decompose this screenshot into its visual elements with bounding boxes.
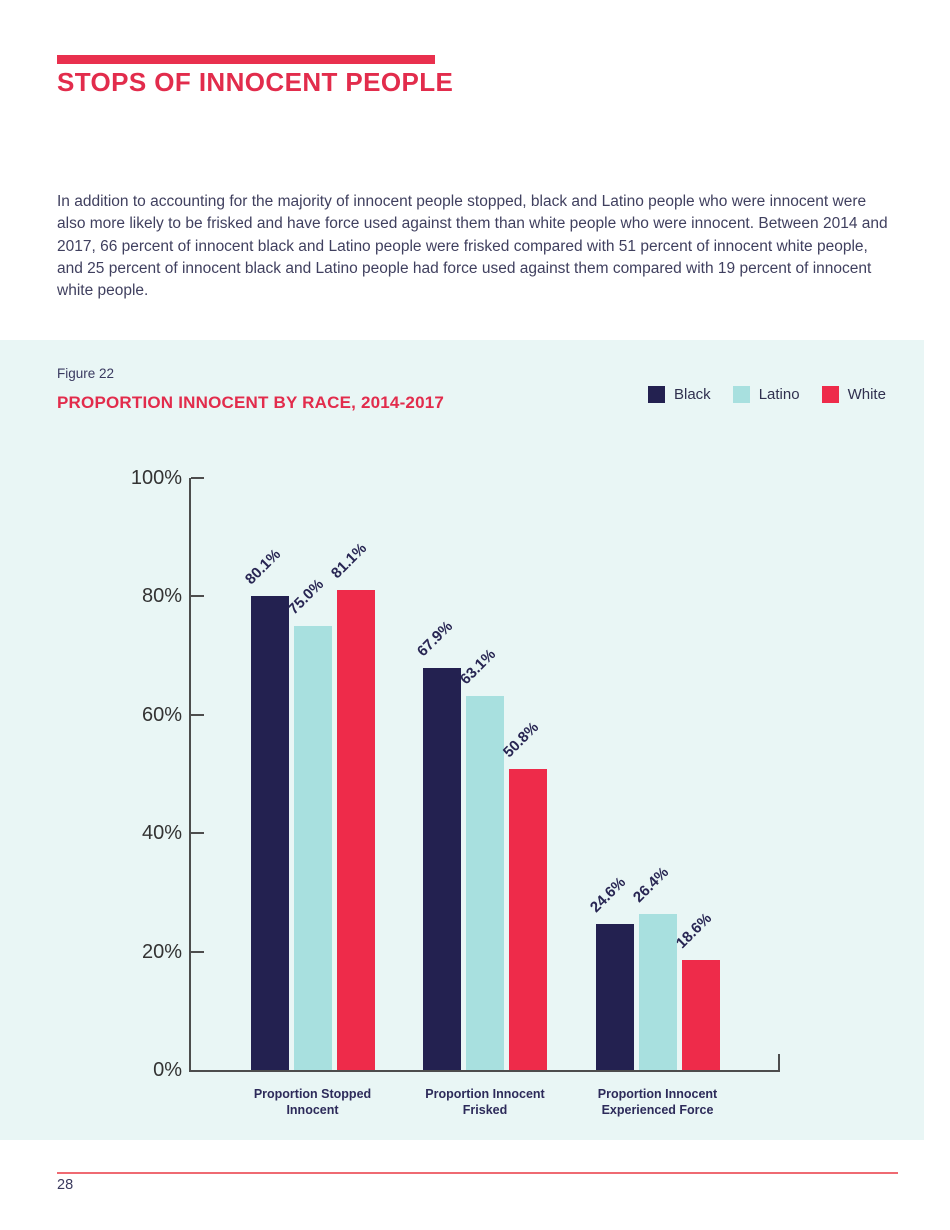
page-number: 28 xyxy=(57,1177,74,1193)
bar-black: 24.6% xyxy=(586,874,634,1070)
bar-latino: 63.1% xyxy=(457,646,504,1070)
chart-title: PROPORTION INNOCENT BY RACE, 2014-2017 xyxy=(57,393,445,412)
bar-latino: 26.4% xyxy=(629,864,677,1070)
category-label: Proportion Stopped Innocent xyxy=(253,1087,372,1117)
legend-label-black: Black xyxy=(674,386,711,403)
figure-panel: Figure 22 PROPORTION INNOCENT BY RACE, 2… xyxy=(0,340,924,1140)
bar-value-label: 63.1% xyxy=(456,646,500,689)
bar-value-label: 80.1% xyxy=(241,545,284,588)
plot-area: 80.1% 75.0% 81.1% 67.9% 63.1% 50.8% 24.6% 26.4%… xyxy=(189,478,780,1070)
bar-value-label: 18.6% xyxy=(672,909,715,952)
bar-value-label: 81.1% xyxy=(327,539,370,582)
legend-item-latino: Latino xyxy=(732,386,800,403)
bar-value-label: 24.6% xyxy=(586,874,629,917)
bar-value-label: 67.9% xyxy=(413,617,457,661)
bar-value-label: 50.8% xyxy=(499,719,543,762)
y-axis-tick xyxy=(191,713,204,716)
bar-white: 18.6% xyxy=(672,910,720,1070)
y-axis-tick-label: 80% xyxy=(141,585,182,608)
category-label: Proportion Innocent Frisked xyxy=(425,1087,545,1117)
y-axis-tick xyxy=(191,595,204,598)
legend-label-latino: Latino xyxy=(758,386,800,403)
y-axis-tick xyxy=(191,477,204,479)
legend-swatch-white xyxy=(821,386,839,403)
bar-black: 80.1% xyxy=(241,546,289,1070)
bar-white: 81.1% xyxy=(327,540,375,1070)
legend-swatch-black xyxy=(648,386,665,403)
category-label: Proportion Innocent Experienced Force xyxy=(597,1087,718,1117)
bar-value-label: 75.0% xyxy=(284,575,327,618)
y-axis-tick-label: 0% xyxy=(153,1059,182,1081)
y-axis-tick-label: 20% xyxy=(141,940,182,963)
title-accent-bar xyxy=(57,55,435,64)
bar-value-label: 26.4% xyxy=(629,863,672,906)
y-axis-tick xyxy=(191,950,204,953)
bar-white: 50.8% xyxy=(500,719,547,1070)
footer-rule xyxy=(57,1172,898,1174)
y-axis-tick-label: 60% xyxy=(141,703,182,726)
bar-black: 67.9% xyxy=(414,618,461,1070)
y-axis-tick-label: 100% xyxy=(130,467,182,489)
legend-item-white: White xyxy=(821,386,886,403)
page-title: STOPS OF INNOCENT PEOPLE xyxy=(57,67,454,97)
x-axis-end-tick xyxy=(778,1054,780,1070)
x-axis-line xyxy=(189,1070,780,1072)
legend-label-white: White xyxy=(847,386,886,403)
y-axis-tick-label: 40% xyxy=(141,822,182,845)
figure-number-label: Figure 22 xyxy=(57,366,115,381)
intro-paragraph: In addition to accounting for the majori… xyxy=(57,193,888,300)
y-axis-line xyxy=(189,478,191,1072)
y-axis-tick xyxy=(191,832,204,835)
chart-legend: Black Latino White xyxy=(648,386,886,403)
legend-item-black: Black xyxy=(648,386,711,403)
legend-swatch-latino xyxy=(732,386,750,403)
bar-latino: 75.0% xyxy=(284,576,332,1070)
